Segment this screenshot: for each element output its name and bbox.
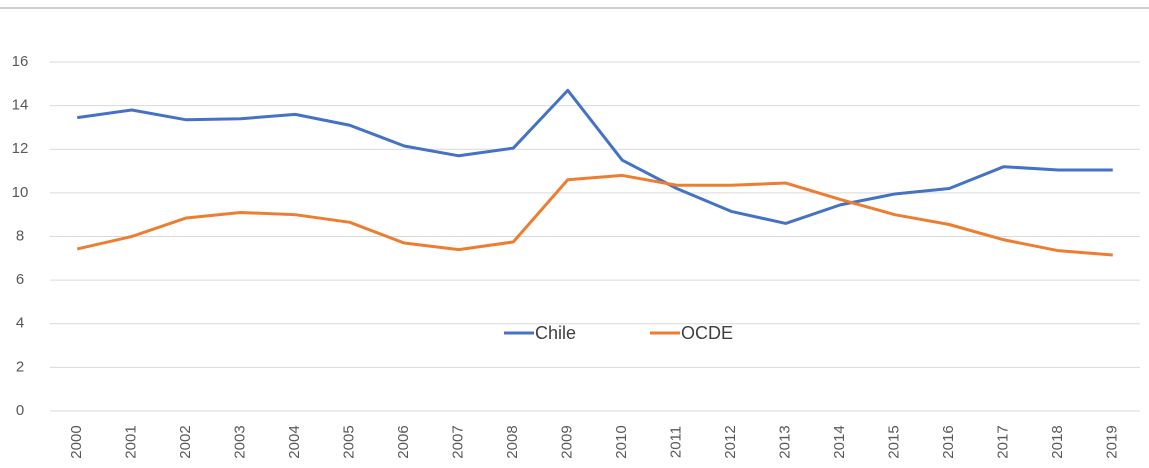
y-tick-label: 8 [16, 227, 24, 244]
x-tick-label: 2010 [613, 425, 630, 458]
y-tick-label: 2 [16, 358, 24, 375]
y-tick-label: 0 [16, 402, 24, 419]
x-tick-label: 2015 [886, 425, 903, 458]
y-tick-label: 12 [12, 140, 29, 157]
x-tick-label: 2012 [722, 425, 739, 458]
series-line [77, 88, 1113, 225]
x-tick-label: 2006 [395, 425, 412, 458]
y-tick-label: 10 [12, 184, 29, 201]
x-tick-label: 2017 [995, 425, 1012, 458]
x-tick-label: 2013 [777, 425, 794, 458]
y-tick-label: 14 [12, 97, 29, 114]
x-tick-label: 2014 [831, 425, 848, 458]
x-tick-label: 2005 [341, 425, 358, 458]
x-tick-label: 2016 [940, 425, 957, 458]
x-tick-label: 2008 [504, 425, 521, 458]
x-tick-label: 2000 [68, 425, 85, 458]
y-tick-label: 16 [12, 53, 29, 70]
legend-label: OCDE [681, 323, 733, 343]
x-tick-label: 2003 [232, 425, 249, 458]
x-tick-label: 2011 [668, 426, 685, 458]
y-tick-label: 4 [16, 315, 24, 332]
x-tick-label: 2007 [450, 425, 467, 458]
x-tick-label: 2009 [559, 425, 576, 458]
x-tick-label: 2004 [286, 425, 303, 458]
legend-label: Chile [535, 323, 576, 343]
x-tick-label: 2018 [1049, 425, 1066, 458]
series-line [76, 173, 1113, 257]
x-tick-label: 2001 [123, 425, 140, 458]
x-tick-label: 2019 [1104, 425, 1121, 458]
y-tick-label: 6 [16, 271, 24, 288]
x-tick-label: 2002 [177, 425, 194, 458]
